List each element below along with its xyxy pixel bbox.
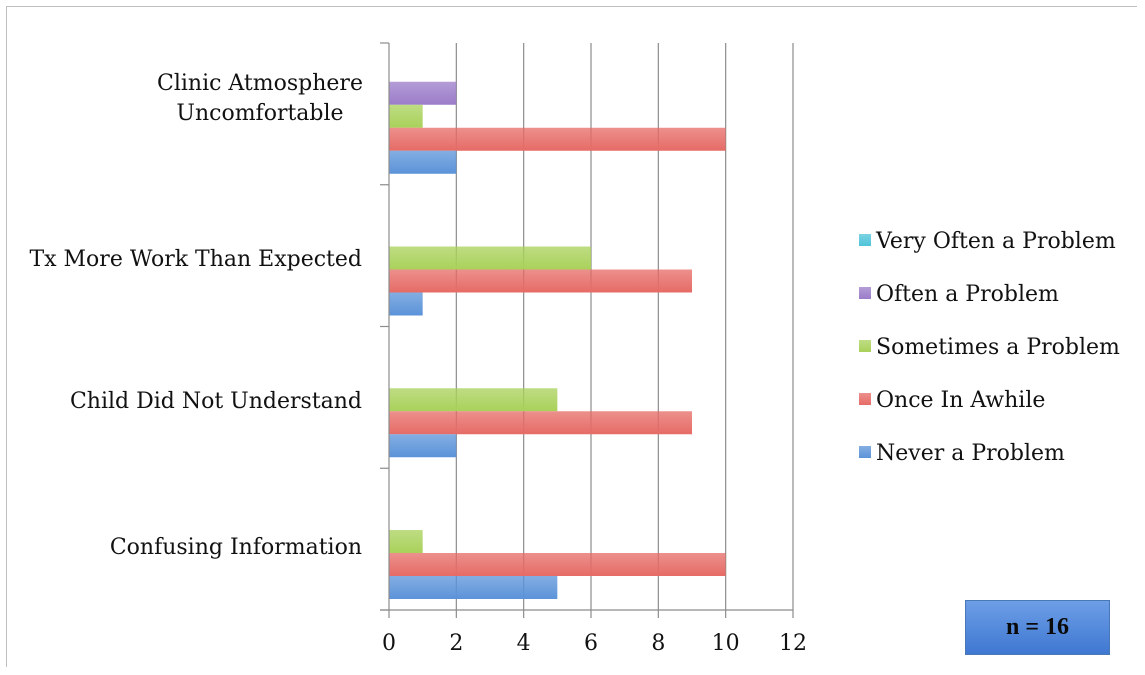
gridlines <box>455 43 794 610</box>
category-labels: Clinic Atmosphere Uncomfortable Tx More Wo… <box>29 71 363 560</box>
bar-sometimes-a-problem-tx-more-work-than-expected <box>389 246 591 270</box>
category-label-confusing-information: Confusing Information <box>110 535 362 560</box>
axes <box>380 42 794 618</box>
x-tick-label-0: 0 <box>382 631 396 656</box>
bar-never-a-problem-clinic-atmosphere-uncomfortable <box>389 150 457 174</box>
bar-once-in-awhile-child-did-not-understand <box>389 411 692 435</box>
legend-swatch-never-a-problem <box>859 446 871 458</box>
bar-never-a-problem-child-did-not-understand <box>389 434 457 458</box>
x-tick-label-12: 12 <box>779 631 807 656</box>
category-label-tx-more-work-than-expected: Tx More Work Than Expected <box>29 247 362 272</box>
x-tick-label-10: 10 <box>712 631 740 656</box>
x-tick-label-4: 4 <box>517 631 531 656</box>
bar-never-a-problem-tx-more-work-than-expected <box>389 292 423 316</box>
sample-size-box: n = 16 <box>965 600 1110 655</box>
category-label-clinic-atmosphere: Clinic Atmosphere <box>157 71 363 96</box>
legend: Very Often a Problem Often a Problem Somet… <box>859 229 1120 466</box>
x-tick-label-6: 6 <box>584 631 598 656</box>
bar-sometimes-a-problem-clinic-atmosphere-uncomfortable <box>389 104 423 128</box>
category-label-uncomfortable: Uncomfortable <box>176 101 343 126</box>
x-tick-labels: 0 2 4 6 8 10 12 <box>382 631 807 656</box>
legend-swatch-sometimes-a-problem <box>859 340 871 352</box>
bar-sometimes-a-problem-child-did-not-understand <box>389 388 558 412</box>
bar-once-in-awhile-tx-more-work-than-expected <box>389 269 692 293</box>
legend-label-very-often-a-problem: Very Often a Problem <box>875 229 1116 254</box>
category-label-child-did-not-understand: Child Did Not Understand <box>70 389 362 414</box>
bar-once-in-awhile-confusing-information <box>389 553 726 576</box>
legend-label-sometimes-a-problem: Sometimes a Problem <box>876 335 1120 360</box>
bar-once-in-awhile-clinic-atmosphere-uncomfortable <box>389 127 726 151</box>
legend-label-never-a-problem: Never a Problem <box>876 441 1065 466</box>
legend-swatch-very-often-a-problem <box>859 234 871 246</box>
bar-sometimes-a-problem-confusing-information <box>389 530 423 553</box>
bar-often-a-problem-clinic-atmosphere-uncomfortable <box>389 81 457 105</box>
x-tick-label-2: 2 <box>449 631 463 656</box>
legend-swatch-once-in-awhile <box>859 393 871 405</box>
x-tick-label-8: 8 <box>651 631 665 656</box>
chart-frame <box>6 6 1137 667</box>
legend-label-often-a-problem: Often a Problem <box>876 282 1059 307</box>
legend-label-once-in-awhile: Once In Awhile <box>876 388 1045 413</box>
bars <box>389 81 726 599</box>
sample-size-text: n = 16 <box>1005 614 1070 640</box>
legend-swatch-often-a-problem <box>859 287 871 299</box>
bar-never-a-problem-confusing-information <box>389 576 558 599</box>
